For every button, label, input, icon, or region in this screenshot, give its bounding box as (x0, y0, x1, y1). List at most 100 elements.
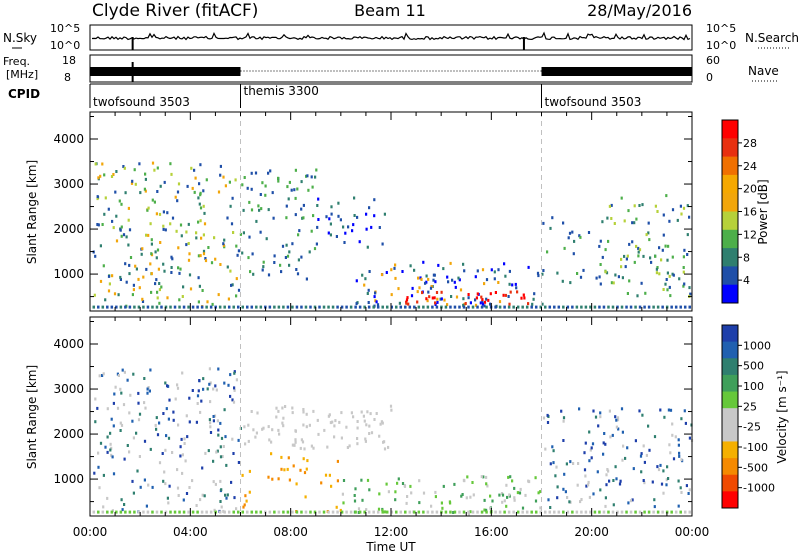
cell-3 (519, 487, 522, 491)
cell-4 (620, 407, 624, 411)
cell-4 (648, 448, 651, 452)
cell-4 (520, 296, 523, 300)
cell-0 (206, 300, 209, 304)
cell-0 (203, 211, 206, 215)
cell-0 (177, 423, 180, 427)
cell-0 (155, 256, 158, 260)
ground-cell (146, 305, 150, 309)
cell-3 (469, 301, 472, 305)
cell-3 (363, 283, 366, 287)
cell-3 (366, 478, 370, 482)
cell-5 (571, 230, 574, 234)
cell-1 (287, 197, 290, 201)
cell-5 (556, 271, 559, 275)
cell-0 (217, 293, 220, 297)
cell-2 (267, 475, 270, 479)
cell-0 (110, 446, 113, 450)
cell-4 (680, 491, 683, 494)
ground-cell (223, 305, 226, 309)
colorbar-tick-label: 500 (743, 360, 764, 373)
cell-0 (138, 162, 141, 166)
cell-0 (181, 471, 184, 475)
cell-0 (190, 166, 193, 170)
cell-0 (199, 254, 202, 258)
velocity-colorbar-label: Velocity [m s⁻¹] (775, 370, 789, 463)
cell-0 (205, 178, 208, 182)
cell-1 (369, 412, 372, 416)
cell-1 (288, 250, 291, 254)
cell-0 (162, 262, 165, 266)
cell-4 (660, 482, 664, 486)
cell-1 (294, 196, 297, 200)
cell-0 (176, 190, 180, 194)
cell-1 (364, 437, 367, 441)
cell-2 (295, 482, 298, 486)
cell-4 (677, 438, 680, 442)
cell-1 (296, 272, 300, 276)
cell-6 (671, 208, 675, 212)
ground-cell (349, 510, 353, 514)
cell-1 (333, 435, 336, 439)
ground-cell (354, 510, 357, 514)
ground-cell (404, 510, 407, 514)
cell-0 (101, 374, 104, 377)
cell-0 (171, 451, 174, 454)
cell-6 (645, 233, 648, 237)
colorbar-tick-label: 16 (743, 206, 757, 219)
cell-0 (120, 498, 123, 502)
cell-2 (315, 242, 318, 246)
xtick-label-4: 16:00 (474, 525, 509, 539)
cell-0 (209, 381, 212, 385)
ground-cell (431, 305, 434, 309)
cell-0 (233, 386, 236, 390)
cell-0 (201, 493, 204, 497)
cell-0 (230, 222, 234, 226)
cell-1 (300, 180, 303, 184)
cell-0 (171, 216, 175, 220)
cell-1 (390, 408, 393, 412)
cell-0 (169, 162, 172, 166)
cell-6 (641, 203, 644, 207)
colorbar-frame (721, 324, 739, 509)
ground-cell (155, 510, 159, 514)
cell-3 (541, 302, 544, 306)
cell-2 (316, 225, 319, 229)
colorbar-cell-0 (722, 325, 738, 343)
ground-cell (575, 510, 579, 514)
cell-4 (494, 291, 497, 294)
cell-0 (221, 455, 224, 458)
cell-1 (363, 419, 366, 423)
cell-0 (232, 452, 235, 455)
cell-1 (340, 411, 343, 415)
cell-6 (686, 233, 689, 237)
cell-3 (434, 495, 437, 499)
cell-3 (427, 290, 430, 294)
cell-4 (583, 451, 586, 455)
cell-1 (251, 252, 254, 256)
cell-0 (235, 244, 238, 248)
ground-cell (173, 510, 177, 514)
ground-cell (462, 305, 466, 309)
cell-1 (368, 432, 371, 435)
cell-0 (141, 247, 144, 251)
cell-2 (342, 225, 345, 229)
cell-3 (439, 297, 442, 301)
ground-cell (435, 305, 439, 309)
ground-cell (625, 305, 628, 309)
ground-cell (101, 305, 105, 309)
cell-4 (671, 422, 674, 426)
cell-4 (616, 416, 620, 420)
cell-4 (603, 432, 606, 435)
cell-3 (513, 486, 516, 490)
ground-cell (300, 305, 303, 309)
cell-0 (126, 444, 129, 447)
cell-1 (271, 191, 274, 195)
cell-6 (662, 233, 665, 237)
cell-0 (203, 222, 207, 226)
cell-3 (451, 278, 454, 282)
ground-cell (503, 305, 506, 309)
cell-4 (679, 486, 682, 490)
cell-3 (447, 280, 450, 284)
cell-1 (265, 237, 268, 241)
